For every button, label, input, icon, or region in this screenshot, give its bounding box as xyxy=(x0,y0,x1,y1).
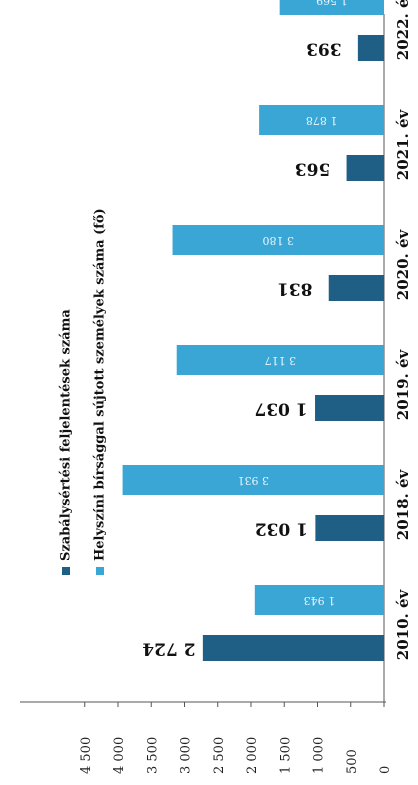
data-label-helyszini: 1 878 xyxy=(306,114,338,127)
value-axis-tick-label: 4 000 xyxy=(112,737,127,774)
legend-label-1: Helyszíni bírsággal sújtott személyek sz… xyxy=(93,208,108,561)
value-axis-tick-label: 1 500 xyxy=(278,737,293,774)
bar-2018-helyszini xyxy=(122,465,384,495)
bar-2020-helyszini xyxy=(172,225,384,255)
category-label: 2010. év xyxy=(394,588,412,660)
value-axis-tick-label: 4 500 xyxy=(79,737,94,774)
value-axis-tick-label: 500 xyxy=(345,749,360,774)
data-label-szabalysertesi: 2 724 xyxy=(142,639,195,659)
data-label-helyszini: 1 943 xyxy=(304,594,336,607)
bar-2020-szabalysertesi xyxy=(328,275,384,301)
value-axis-tick-label: 1 000 xyxy=(312,737,327,774)
data-label-szabalysertesi: 563 xyxy=(295,159,331,179)
bar-2021-szabalysertesi xyxy=(346,155,384,181)
legend-swatch-1 xyxy=(96,567,104,575)
data-label-helyszini: 1 569 xyxy=(316,0,348,7)
data-label-helyszini: 3 180 xyxy=(263,234,295,247)
bar-2019-helyszini xyxy=(176,345,384,375)
bar-2022-helyszini xyxy=(279,0,384,15)
data-label-helyszini: 3 931 xyxy=(238,474,270,487)
value-axis-tick-label: 0 xyxy=(378,766,393,774)
data-label-szabalysertesi: 831 xyxy=(277,279,313,299)
bar-2018-szabalysertesi xyxy=(315,515,384,541)
bar-2010-helyszini xyxy=(254,585,384,615)
category-label: 2021. év xyxy=(394,108,412,180)
bar-2022-szabalysertesi xyxy=(357,35,384,61)
value-axis-tick-label: 2 500 xyxy=(212,737,227,774)
category-label: 2022. év xyxy=(394,0,412,60)
bar-2019-szabalysertesi xyxy=(315,395,384,421)
bar-2021-helyszini xyxy=(259,105,384,135)
value-axis-tick-label: 3 000 xyxy=(179,737,194,774)
bar-2010-szabalysertesi xyxy=(202,635,384,661)
category-label: 2020. év xyxy=(394,228,412,300)
category-label: 2018. év xyxy=(394,468,412,540)
value-axis-tick-label: 2 000 xyxy=(245,737,260,774)
data-label-szabalysertesi: 393 xyxy=(306,39,342,59)
legend-swatch-0 xyxy=(62,567,70,575)
data-label-helyszini: 3 117 xyxy=(265,354,297,367)
legend-label-0: Szabálysértési feljelentések száma xyxy=(59,309,74,561)
category-label: 2019. év xyxy=(394,348,412,420)
data-label-szabalysertesi: 1 032 xyxy=(255,519,308,539)
value-axis-tick-label: 3 500 xyxy=(145,737,160,774)
data-label-szabalysertesi: 1 037 xyxy=(254,399,307,419)
